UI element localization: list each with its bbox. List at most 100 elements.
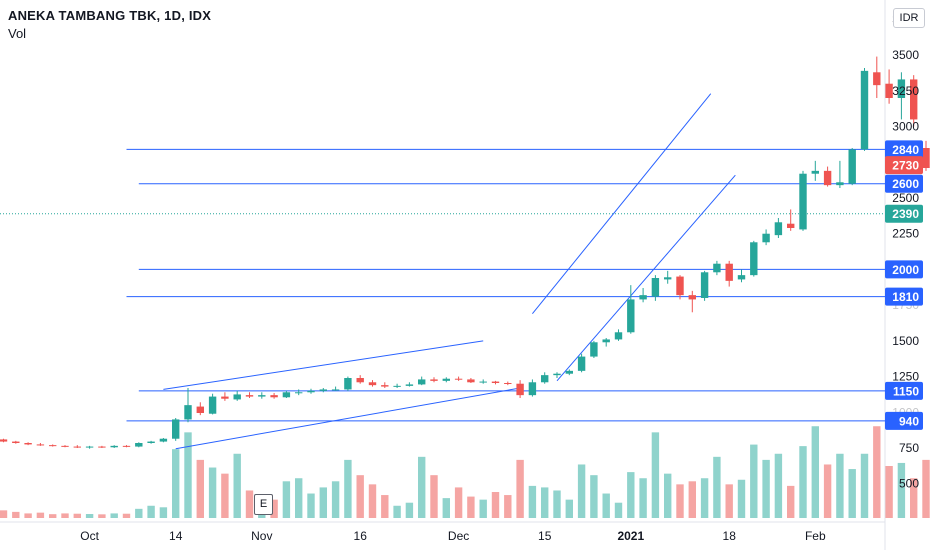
candle-body — [836, 182, 844, 186]
price-label-box — [885, 260, 923, 279]
time-tick-label: 16 — [354, 529, 368, 543]
price-label-box — [885, 204, 923, 223]
candle-body — [565, 370, 573, 374]
price-label-box — [885, 174, 923, 193]
symbol-title[interactable]: ANEKA TAMBANG TBK, 1D, IDX — [8, 8, 212, 23]
volume-bar — [467, 496, 475, 518]
volume-bar — [344, 459, 352, 518]
volume-bar — [885, 466, 893, 518]
candle-body — [553, 373, 561, 376]
time-tick-label: 14 — [169, 529, 183, 543]
volume-bar — [98, 514, 106, 518]
volume-bar — [725, 484, 733, 518]
candle-body — [676, 276, 684, 296]
candle-body — [651, 278, 660, 297]
trend-line — [163, 340, 484, 390]
volume-bar — [159, 507, 168, 518]
volume-bar — [873, 426, 881, 518]
currency-badge[interactable]: IDR — [893, 8, 925, 28]
candle-body — [922, 148, 930, 168]
volume-bar — [602, 493, 610, 518]
volume-bar — [184, 432, 192, 518]
price-label-box — [885, 156, 923, 175]
volume-bar — [85, 514, 94, 518]
volume-bar — [381, 495, 389, 518]
candle-body — [381, 385, 389, 387]
candle-body — [258, 395, 266, 397]
volume-legend-label[interactable]: Vol — [8, 26, 27, 41]
volume-bar — [282, 481, 291, 518]
volume-bar — [922, 459, 930, 518]
price-label-text: 1810 — [892, 290, 919, 304]
price-label-box — [885, 411, 923, 430]
candle-body — [602, 339, 610, 343]
time-tick-label: Feb — [805, 529, 826, 543]
volume-bar — [418, 456, 426, 518]
candle-body — [639, 295, 647, 300]
candle-body — [356, 378, 364, 383]
trend-line — [532, 93, 712, 315]
volume-bar — [110, 513, 118, 518]
volume-bar — [737, 479, 746, 518]
volume-bar — [651, 432, 660, 518]
volume-bar — [750, 444, 758, 518]
candle-body — [627, 299, 635, 333]
candle-body — [664, 277, 672, 280]
time-tick-label: 15 — [538, 529, 552, 543]
volume-bar — [860, 453, 869, 518]
volume-bar — [319, 487, 327, 518]
time-tick-label: Oct — [80, 529, 99, 543]
volume-bar — [135, 508, 143, 518]
candle-body — [910, 79, 918, 120]
price-label-box — [885, 381, 923, 400]
volume-bar — [479, 499, 487, 518]
candle-body — [590, 342, 598, 357]
candle-body — [85, 446, 94, 448]
volume-bar — [430, 475, 438, 518]
volume-bar — [393, 505, 401, 518]
time-tick-label: 18 — [723, 529, 737, 543]
volume-bar — [811, 426, 819, 518]
volume-bar — [553, 490, 561, 518]
volume-bar — [405, 502, 414, 518]
candle-body — [368, 382, 377, 386]
candle-body — [49, 445, 57, 447]
candle-body — [528, 382, 537, 396]
candle-body — [135, 443, 143, 447]
candle-body — [467, 379, 475, 383]
price-tick-label: 750 — [899, 441, 919, 455]
volume-bar — [147, 505, 155, 518]
volume-bar — [836, 453, 844, 518]
candle-body — [713, 263, 721, 273]
volume-bar — [61, 513, 69, 518]
volume-bar — [664, 473, 672, 518]
price-label-box — [885, 287, 923, 306]
candle-body — [122, 445, 131, 447]
candle-body — [418, 379, 426, 385]
price-tick-label: 2500 — [892, 191, 919, 205]
trend-line — [175, 387, 521, 450]
candle-body — [344, 378, 352, 390]
volume-bar — [848, 469, 856, 518]
price-label-text: 2840 — [892, 143, 919, 157]
candle-body — [504, 383, 512, 384]
volume-bar — [122, 513, 131, 518]
time-tick-label: 2021 — [617, 529, 644, 543]
candle-body — [147, 441, 155, 443]
candle-body — [737, 275, 746, 280]
price-label-text: 2390 — [892, 207, 919, 221]
candle-body — [614, 332, 623, 340]
price-label-text: 2600 — [892, 177, 919, 191]
volume-bar — [172, 449, 180, 518]
volume-bar — [12, 511, 20, 518]
candle-body — [393, 385, 401, 387]
candle-body — [873, 72, 881, 86]
candle-body — [331, 389, 340, 391]
price-tick-label: 500 — [899, 477, 919, 491]
volume-bar — [368, 484, 377, 518]
candle-body — [762, 233, 770, 243]
earnings-marker-icon[interactable]: E — [254, 494, 273, 515]
volume-bar — [516, 459, 524, 518]
